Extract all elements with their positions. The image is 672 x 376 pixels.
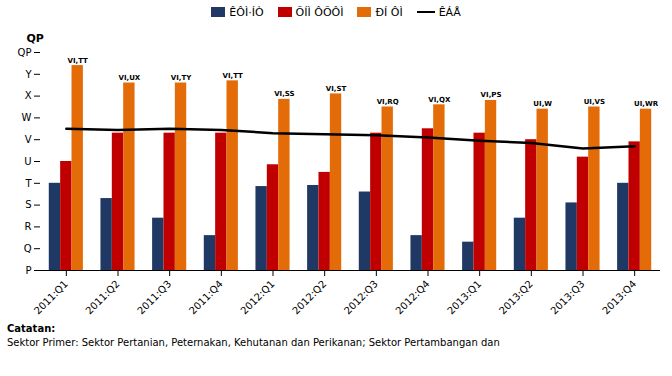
- svg-text:V: V: [25, 134, 32, 145]
- html-text:ÊÁÅ: ÊÁÅ: [438, 5, 461, 19]
- svg-text:VI,ST: VI,ST: [326, 85, 347, 93]
- html-text:Catatan:: Catatan:: [7, 323, 56, 334]
- svg-text:VI,QX: VI,QX: [428, 96, 451, 104]
- svg-text:VI,RQ: VI,RQ: [377, 98, 399, 106]
- svg-text:2012:Q4: 2012:Q4: [393, 278, 431, 316]
- svg-text:VI,PS: VI,PS: [481, 91, 502, 99]
- svg-text:2013:Q1: 2013:Q1: [445, 278, 483, 316]
- svg-text:Y: Y: [24, 69, 32, 80]
- svg-text:T: T: [24, 178, 32, 189]
- svg-text:R: R: [25, 221, 32, 232]
- svg-text:W: W: [22, 112, 32, 123]
- svg-text:VI,TY: VI,TY: [171, 74, 192, 82]
- svg-text:VI,SS: VI,SS: [274, 90, 294, 98]
- svg-text:2013:Q4: 2013:Q4: [600, 278, 638, 316]
- svg-text:2013:Q3: 2013:Q3: [548, 278, 586, 316]
- svg-text:UI,VS: UI,VS: [584, 98, 605, 106]
- svg-text:QP: QP: [18, 47, 32, 58]
- svg-text:Q: Q: [24, 243, 32, 254]
- html-text:ÊÔÌ·ÍÒ: ÊÔÌ·ÍÒ: [229, 5, 264, 19]
- html-text:Sektor Primer: Sektor Pertania: Sektor Primer: Sektor Pertanian, Peterna…: [7, 337, 500, 348]
- svg-text:X: X: [25, 90, 32, 101]
- svg-text:P: P: [25, 265, 31, 276]
- svg-text:2012:Q3: 2012:Q3: [342, 278, 380, 316]
- svg-text:U: U: [24, 156, 31, 167]
- svg-text:2011:Q3: 2011:Q3: [135, 278, 173, 316]
- svg-text:UI,W: UI,W: [533, 100, 552, 108]
- svg-text:2011:Q1: 2011:Q1: [32, 278, 70, 316]
- svg-text:2012:Q2: 2012:Q2: [290, 278, 328, 316]
- html-text:ÕÍÌ ÔÕÔÌ: ÕÍÌ ÔÕÔÌ: [295, 5, 344, 19]
- svg-text:S: S: [25, 199, 31, 210]
- svg-text:VI,TT: VI,TT: [222, 72, 243, 80]
- html-text:ÐÍ ÔÌ: ÐÍ ÔÌ: [375, 5, 403, 19]
- svg-text:2013:Q2: 2013:Q2: [497, 278, 535, 316]
- svg-text:VI,TT: VI,TT: [67, 57, 88, 65]
- svg-text:UI,WR: UI,WR: [634, 100, 659, 108]
- svg-text:QP: QP: [27, 32, 44, 45]
- svg-text:2011:Q2: 2011:Q2: [83, 278, 121, 316]
- svg-text:2011:Q4: 2011:Q4: [187, 278, 225, 316]
- svg-text:VI,UX: VI,UX: [118, 74, 140, 82]
- svg-text:2012:Q1: 2012:Q1: [238, 278, 276, 316]
